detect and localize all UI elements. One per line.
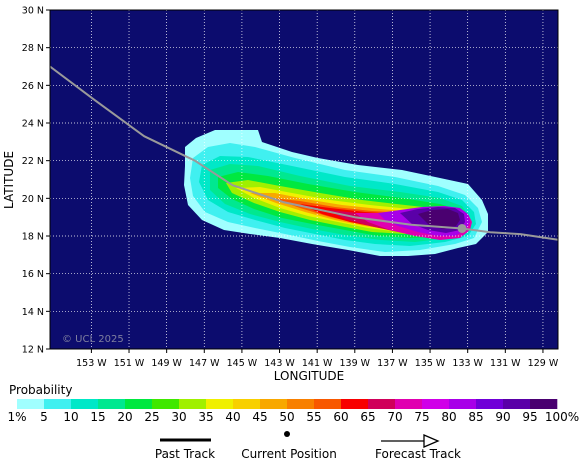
colorbar-cell [260, 399, 288, 409]
colorbar-label: 80 [441, 410, 456, 424]
lat-tick-label: 24 N [22, 119, 44, 130]
colorbar-label: 70 [387, 410, 402, 424]
colorbar-label: 35 [198, 410, 213, 424]
colorbar-label: 5 [40, 410, 48, 424]
x-axis-title: LONGITUDE [274, 369, 344, 383]
probability-colorbar [17, 399, 558, 409]
colorbar-label: 55 [306, 410, 321, 424]
colorbar-cell [125, 399, 153, 409]
colorbar-label: 10 [63, 410, 78, 424]
colorbar-cell [449, 399, 477, 409]
colorbar-label: 50 [279, 410, 294, 424]
lat-tick-label: 20 N [22, 194, 44, 205]
colorbar-cell [179, 399, 207, 409]
colorbar-cell [206, 399, 234, 409]
colorbar-label: 20 [117, 410, 132, 424]
colorbar-label: 95 [522, 410, 537, 424]
current-position-marker [457, 223, 467, 233]
colorbar-cell [422, 399, 450, 409]
y-axis-title: LATITUDE [2, 151, 16, 209]
lat-tick-label: 28 N [22, 43, 44, 54]
probability-labels: 1% 5 10 15 20 25 30 35 40 45 50 55 60 65 70 75 80 85 90 95 1… [7, 410, 579, 424]
lon-tick-label: 133 W [452, 358, 483, 369]
colorbar-label: 25 [144, 410, 159, 424]
colorbar-label: 45 [252, 410, 267, 424]
lat-tick-label: 16 N [22, 269, 44, 280]
colorbar-cell [71, 399, 99, 409]
colorbar-cell [287, 399, 315, 409]
lon-tick-label: 139 W [340, 358, 371, 369]
lon-tick-label: 147 W [189, 358, 220, 369]
prob-band-95 [418, 209, 460, 229]
current-position-symbol [284, 431, 290, 437]
longitude-axis: 153 W 151 W 149 W 147 W 145 W 143 W 141 W 139 W… [76, 349, 559, 369]
colorbar-cell [17, 399, 45, 409]
current-position-label: Current Position [241, 447, 337, 461]
lon-tick-label: 131 W [490, 358, 521, 369]
colorbar-label: 60 [333, 410, 348, 424]
track-legend: Past Track Current Position Forecast Tra… [155, 431, 461, 461]
probability-title: Probability [9, 383, 72, 397]
colorbar-cell [476, 399, 504, 409]
lat-tick-label: 26 N [22, 81, 44, 92]
colorbar-cell [341, 399, 369, 409]
lat-tick-label: 18 N [22, 232, 44, 243]
colorbar-label: 75 [414, 410, 429, 424]
lon-tick-label: 129 W [528, 358, 559, 369]
colorbar-label: 40 [225, 410, 240, 424]
storm-track [50, 65, 558, 241]
colorbar-cell [233, 399, 261, 409]
past-track-label: Past Track [155, 447, 215, 461]
lon-tick-label: 143 W [264, 358, 295, 369]
colorbar-cell [368, 399, 396, 409]
latitude-axis: 12 N 14 N 16 N 18 N 20 N 22 N 24 N 26 N 28 N 30 N [22, 6, 50, 356]
lat-tick-label: 22 N [22, 156, 44, 167]
colorbar-cell [98, 399, 126, 409]
lat-tick-label: 30 N [22, 6, 44, 17]
map-grid [50, 10, 558, 349]
lon-tick-label: 153 W [76, 358, 107, 369]
map-frame [49, 9, 559, 350]
copyright-notice: © UCL 2025 [62, 334, 124, 345]
forecast-track-symbol [381, 434, 440, 448]
lon-tick-label: 135 W [415, 358, 446, 369]
colorbar-cell [503, 399, 531, 409]
lon-tick-label: 137 W [377, 358, 408, 369]
colorbar-label: 1% [7, 410, 26, 424]
lon-tick-label: 151 W [114, 358, 145, 369]
lon-tick-label: 149 W [151, 358, 182, 369]
colorbar-cell [314, 399, 342, 409]
colorbar-label: 85 [468, 410, 483, 424]
colorbar-cell [530, 399, 558, 409]
colorbar-cell [152, 399, 180, 409]
lon-tick-label: 145 W [227, 358, 258, 369]
forecast-track-label: Forecast Track [375, 447, 461, 461]
lat-tick-label: 12 N [22, 345, 44, 356]
colorbar-label: 15 [90, 410, 105, 424]
lat-tick-label: 14 N [22, 307, 44, 318]
colorbar-label: 65 [360, 410, 375, 424]
colorbar-label: 90 [495, 410, 510, 424]
lon-tick-label: 141 W [302, 358, 333, 369]
colorbar-label: 100% [545, 410, 579, 424]
colorbar-label: 30 [171, 410, 186, 424]
colorbar-cell [44, 399, 72, 409]
colorbar-cell [395, 399, 423, 409]
